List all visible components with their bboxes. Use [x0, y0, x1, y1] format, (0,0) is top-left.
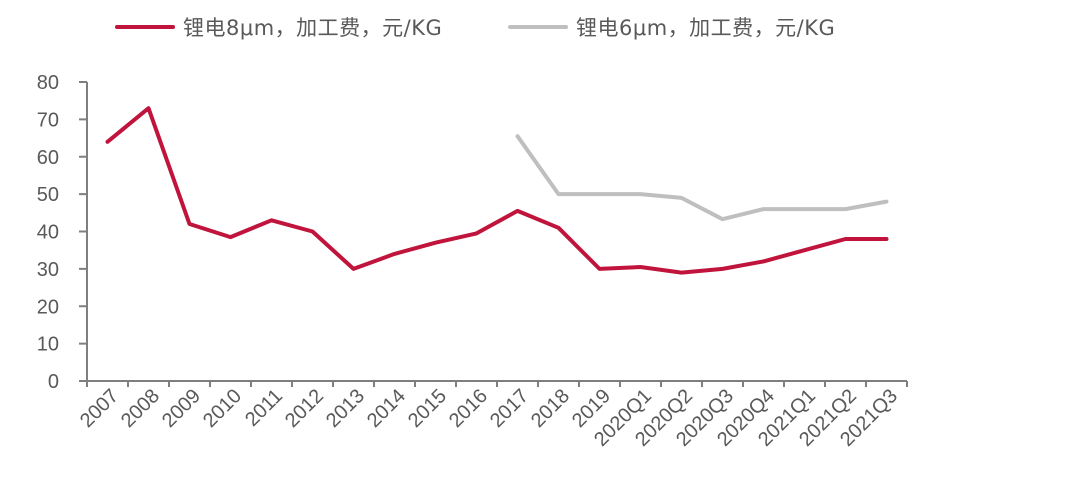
y-axis: 0 10 20 30 40 50 60 70 80 [37, 72, 88, 393]
y-tick-label: 20 [37, 296, 59, 318]
legend-item-6um: 锂电6μm，加工费，元/KG [508, 12, 835, 42]
y-tick-label: 30 [37, 259, 59, 281]
x-tick-label: 2012 [281, 385, 328, 432]
legend-swatch-6um [508, 25, 568, 29]
x-tick-label: 2011 [241, 385, 287, 431]
y-tick-label: 0 [48, 371, 59, 393]
x-tick-label: 2010 [199, 385, 246, 432]
x-tick-label: 2008 [117, 385, 164, 432]
y-tick-label: 40 [37, 222, 59, 244]
y-tick-label: 10 [37, 334, 59, 356]
x-tick-label: 2007 [76, 385, 123, 432]
x-tick-label: 2013 [322, 385, 369, 432]
x-tick-label: 2017 [486, 385, 533, 432]
x-tick-label: 2014 [363, 385, 410, 432]
x-tick-label: 2015 [404, 385, 451, 432]
series-line-8um [105, 106, 889, 275]
x-axis: 2007200820092010201120122013201420152016… [76, 380, 908, 451]
x-tick-label: 2009 [158, 385, 205, 432]
series-line-6um [515, 134, 889, 222]
x-tick-label: 2018 [527, 385, 574, 432]
chart-series [105, 106, 889, 275]
legend-swatch-8um [115, 25, 175, 29]
chart-legend: 锂电8μm，加工费，元/KG 锂电6μm，加工费，元/KG [0, 12, 1080, 42]
y-tick-label: 50 [37, 184, 59, 206]
legend-item-8um: 锂电8μm，加工费，元/KG [115, 12, 442, 42]
y-tick-label: 70 [37, 109, 59, 131]
y-tick-label: 80 [37, 72, 59, 94]
legend-label-8um: 锂电8μm，加工费，元/KG [183, 16, 443, 40]
legend-label-6um: 锂电6μm，加工费，元/KG [576, 16, 836, 40]
x-tick-label: 2016 [445, 385, 492, 432]
y-tick-label: 60 [37, 147, 59, 169]
